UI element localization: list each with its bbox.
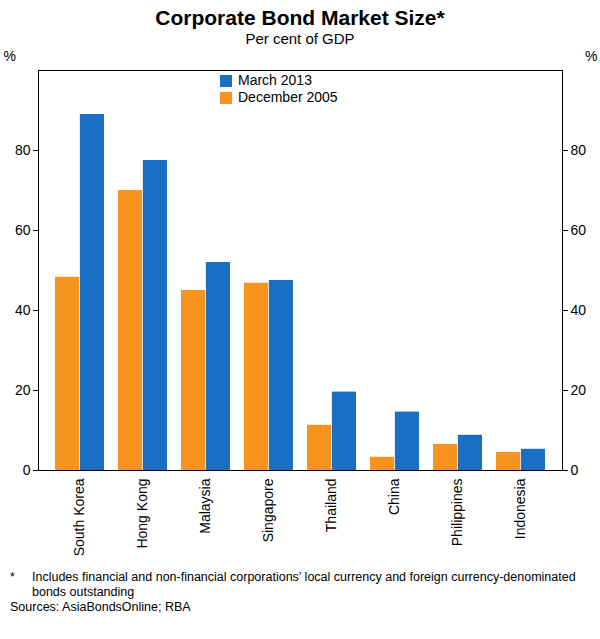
svg-text:South Korea: South Korea: [71, 478, 87, 556]
svg-text:0: 0: [571, 462, 579, 478]
svg-text:Philippines: Philippines: [449, 479, 465, 547]
svg-text:60: 60: [571, 222, 587, 238]
html-text:December 2005: December 2005: [238, 89, 338, 105]
svg-text:Singapore: Singapore: [260, 478, 276, 542]
svg-text:Malaysia: Malaysia: [197, 478, 213, 533]
svg-text:40: 40: [571, 302, 587, 318]
html-text:Corporate Bond Market Size*: Corporate Bond Market Size*: [155, 6, 445, 29]
svg-text:Indonesia: Indonesia: [512, 478, 528, 539]
svg-text:20: 20: [571, 382, 587, 398]
svg-text:%: %: [4, 48, 16, 64]
svg-text:%: %: [585, 48, 597, 64]
html-text:Per cent of GDP: Per cent of GDP: [245, 30, 355, 47]
svg-text:60: 60: [15, 222, 31, 238]
svg-text:Thailand: Thailand: [323, 479, 339, 533]
html-text:Includes financial and non-fin: Includes financial and non-financial cor…: [32, 570, 576, 599]
svg-text:80: 80: [571, 142, 587, 158]
html-text:Sources: AsiaBondsOnline; RBA: Sources: AsiaBondsOnline; RBA: [10, 600, 191, 614]
svg-text:0: 0: [23, 462, 31, 478]
html-text:March 2013: March 2013: [238, 72, 312, 88]
svg-text:40: 40: [15, 302, 31, 318]
svg-text:20: 20: [15, 382, 31, 398]
svg-text:Hong Kong: Hong Kong: [134, 479, 150, 549]
svg-text:China: China: [386, 478, 402, 515]
svg-text:80: 80: [15, 142, 31, 158]
